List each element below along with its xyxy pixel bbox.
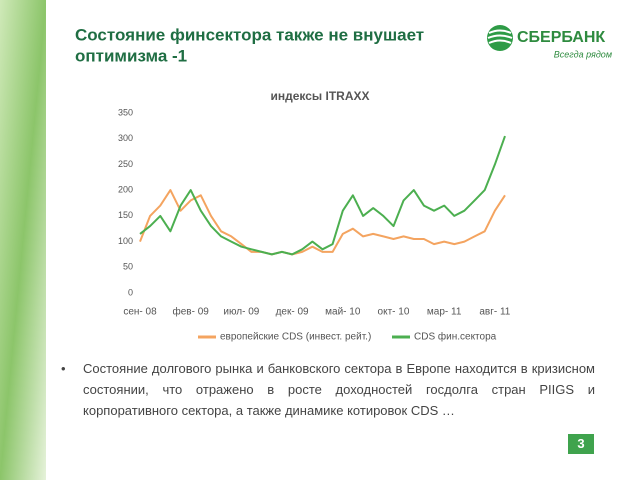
y-tick-label: 50 xyxy=(123,262,133,272)
y-tick-label: 350 xyxy=(118,107,133,117)
x-tick-label: авг- 11 xyxy=(479,307,510,318)
series-line xyxy=(139,189,506,256)
y-tick-label: 150 xyxy=(118,210,133,220)
legend-label: европейские CDS (инвест. рейт.) xyxy=(220,332,371,343)
bullet-text: Состояние долгового рынка и банковского … xyxy=(61,358,595,421)
slide-title: Состояние финсектора также не внушает xyxy=(75,25,424,44)
y-tick-label: 0 xyxy=(128,287,133,297)
slide-title: оптимизма -1 xyxy=(75,46,187,65)
x-tick-label: май- 10 xyxy=(325,307,361,318)
series-line xyxy=(139,135,506,256)
x-tick-label: окт- 10 xyxy=(378,307,410,318)
x-tick-label: дек- 09 xyxy=(276,307,309,318)
y-tick-label: 200 xyxy=(118,185,133,195)
x-tick-label: мар- 11 xyxy=(427,307,462,318)
x-tick-label: сен- 08 xyxy=(123,307,157,318)
y-tick-label: 300 xyxy=(118,133,133,143)
logo-slogan: Всегда рядом xyxy=(554,49,612,59)
page-number: 3 xyxy=(568,434,594,454)
x-tick-label: июл- 09 xyxy=(223,307,259,318)
y-tick-label: 250 xyxy=(118,159,133,169)
logo-name: СБЕРБАНК xyxy=(517,29,605,46)
legend-label: CDS фин.сектора xyxy=(414,331,497,343)
x-tick-label: фев- 09 xyxy=(173,306,210,318)
logo: СБЕРБАНК Всегда рядом xyxy=(487,25,612,59)
chart-title: индексы ITRAXX xyxy=(270,89,369,103)
y-tick-label: 100 xyxy=(118,236,133,246)
decor-strip xyxy=(0,0,46,480)
